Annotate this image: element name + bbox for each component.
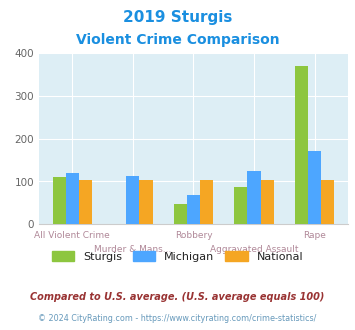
Bar [247,171,261,224]
Bar [53,177,66,224]
Text: Robbery: Robbery [175,231,212,240]
Bar [261,180,274,224]
Bar [187,195,200,224]
Text: 2019 Sturgis: 2019 Sturgis [123,10,232,25]
Bar [308,151,321,224]
Bar [66,173,79,224]
Text: Compared to U.S. average. (U.S. average equals 100): Compared to U.S. average. (U.S. average … [30,292,325,302]
Text: Rape: Rape [303,231,326,240]
Text: Murder & Mans...: Murder & Mans... [94,245,171,254]
Bar [140,180,153,224]
Bar [234,187,247,224]
Text: © 2024 CityRating.com - https://www.cityrating.com/crime-statistics/: © 2024 CityRating.com - https://www.city… [38,314,317,323]
Text: Aggravated Assault: Aggravated Assault [210,245,298,254]
Bar [126,176,140,224]
Bar [200,180,213,224]
Bar [79,180,92,224]
Text: Violent Crime Comparison: Violent Crime Comparison [76,33,279,47]
Legend: Sturgis, Michigan, National: Sturgis, Michigan, National [47,247,308,267]
Bar [295,66,308,224]
Bar [174,204,187,224]
Bar [321,180,334,224]
Text: All Violent Crime: All Violent Crime [34,231,110,240]
